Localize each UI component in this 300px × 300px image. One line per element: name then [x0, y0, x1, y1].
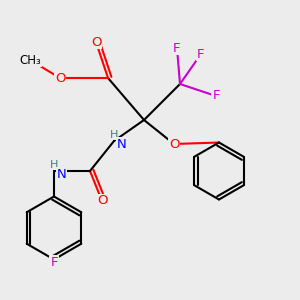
- Text: N: N: [57, 167, 66, 181]
- Text: O: O: [91, 35, 101, 49]
- Text: H: H: [50, 160, 58, 170]
- Text: O: O: [55, 71, 65, 85]
- Text: CH₃: CH₃: [19, 53, 41, 67]
- Text: N: N: [117, 137, 126, 151]
- Text: O: O: [25, 53, 35, 67]
- Text: F: F: [197, 47, 205, 61]
- Text: O: O: [169, 137, 179, 151]
- Text: O: O: [97, 194, 107, 208]
- Text: F: F: [212, 89, 220, 103]
- Text: F: F: [50, 256, 58, 269]
- Text: H: H: [110, 130, 118, 140]
- Text: F: F: [173, 41, 181, 55]
- Text: O: O: [55, 71, 65, 85]
- Text: O: O: [91, 35, 101, 49]
